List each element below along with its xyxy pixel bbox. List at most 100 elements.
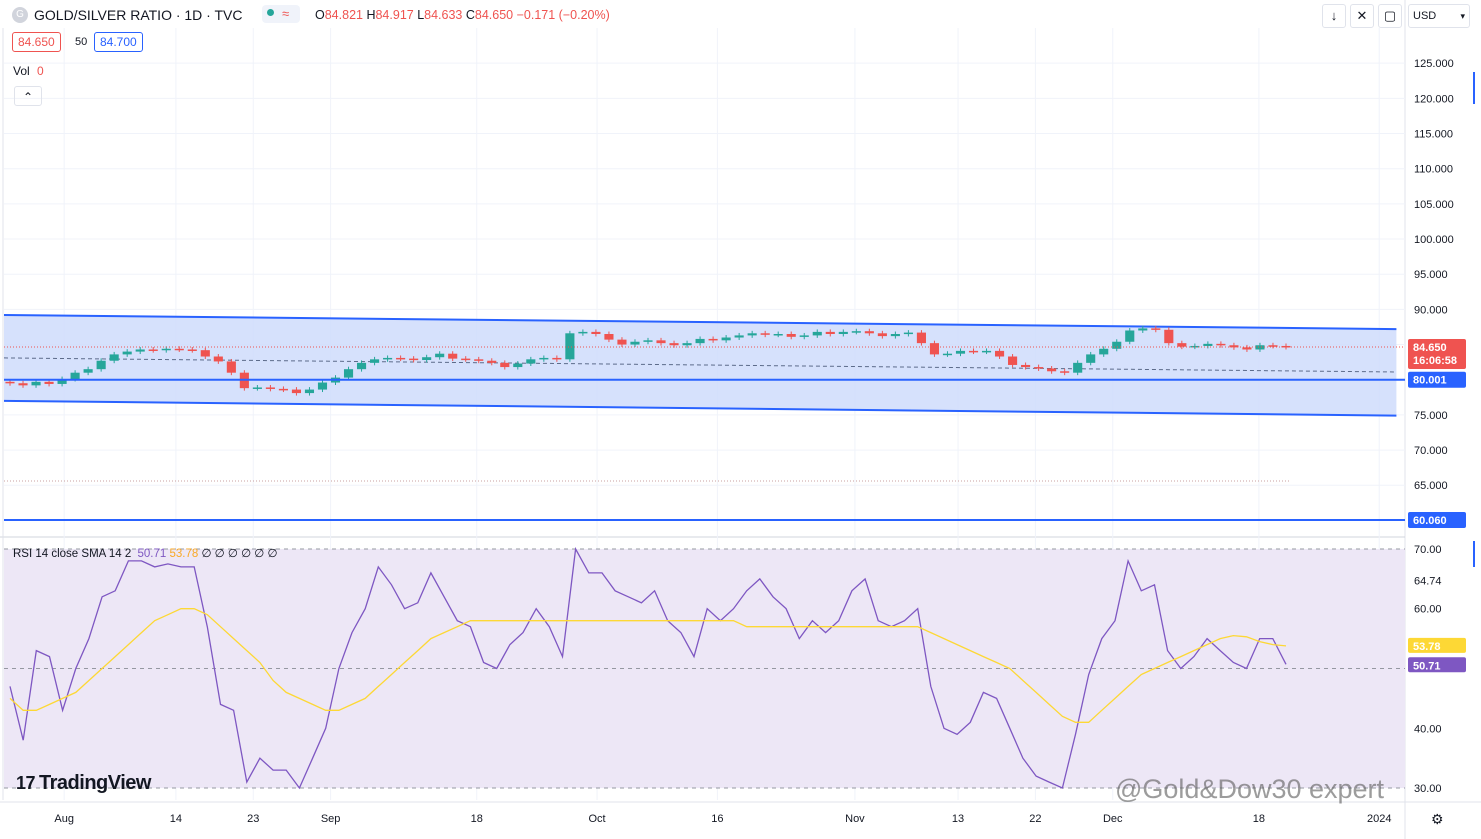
candle-body [383,357,393,360]
rsi-tag-bg [1408,657,1466,673]
open-value: 84.821 [324,8,363,22]
rsi-empty-values: ∅ ∅ ∅ ∅ ∅ ∅ [201,548,278,560]
candle-body [617,339,627,345]
price-tick-label: 105.000 [1414,199,1454,211]
candle-body [903,332,913,335]
candle-body [96,360,106,370]
tradingview-logo-icon: 17 [16,773,36,793]
scale-handle [1473,72,1475,104]
candle-body [890,334,900,337]
candle-body [44,381,54,384]
time-tick-label: Sep [321,813,341,825]
time-tick-label: 14 [170,813,182,825]
candle-body [799,335,809,337]
candle-body [526,359,536,364]
high-value: 84.917 [375,8,414,22]
spread-value: 50 [75,36,88,48]
volume-legend: Vol 0 [13,64,44,78]
candle-body [1112,341,1122,349]
candle-body [1086,354,1096,363]
candle-body [1177,343,1187,347]
price-tick-label: 125.000 [1414,58,1454,70]
time-tick-label: 23 [247,813,259,825]
market-status[interactable]: ≈ [262,5,300,23]
level-tag-bg [1408,511,1466,528]
candle-body [370,359,380,363]
ask-price-button[interactable]: 84.700 [94,32,143,52]
rsi-tick-label: 40.00 [1414,723,1442,735]
channel-mid-line [3,357,1397,373]
candle-body [565,333,575,360]
currency-select[interactable]: USD ▾ [1408,4,1470,28]
symbol-title[interactable]: GOLD/SILVER RATIO · 1D · TVC [34,7,243,23]
candle-body [1268,345,1278,347]
candle-body [786,334,796,337]
candle-body [708,338,718,341]
settings-gear-icon[interactable]: ⚙ [1431,811,1444,827]
price-tick-label: 115.000 [1414,129,1453,141]
time-tick-label: Nov [845,813,865,825]
countdown-tag: 16:06:58 [1413,355,1457,367]
candle-body [513,363,523,368]
candle-body [1008,356,1018,365]
candle-body [122,351,132,355]
time-tick-label: Dec [1103,813,1123,825]
candle-body [304,389,315,394]
candle-body [135,349,145,352]
candle-body [435,353,445,358]
rsi-sma-line [9,608,1287,723]
candle-body [109,354,119,361]
candle-body [1099,348,1109,355]
close-value: 84.650 [474,8,514,22]
time-tick-label: 2024 [1367,813,1391,825]
rsi-tick-label: 60.00 [1414,604,1442,616]
price-tick-label: 75.000 [1414,410,1448,422]
candle-body [161,348,171,351]
candle-body [317,382,328,390]
candle-body [1255,345,1265,350]
candle-body [500,362,510,368]
level-tag: 80.001 [1413,375,1447,387]
candle-body [851,331,861,333]
time-tick-label: Oct [588,813,605,825]
snapshot-icon[interactable]: ▢ [1378,4,1402,28]
candle-body [174,348,184,351]
candle-body [1021,364,1031,368]
candle-body [448,353,458,359]
time-tick-label: 18 [471,813,483,825]
candle-body [57,379,67,384]
candle-body [474,359,484,361]
candle-body [291,389,302,394]
rsi-tick-label: 30.00 [1414,783,1442,795]
collapse-chevron-icon[interactable]: ⌃ [14,86,42,106]
candle-body [552,357,562,360]
rsi-sma-legend-value: 53.78 [169,548,199,560]
rsi-title: RSI 14 close SMA 14 2 [13,548,132,560]
candle-body [1125,330,1135,342]
candle-body [70,372,80,380]
fullscreen-icon[interactable]: ✕ [1350,4,1374,28]
candle-body [981,350,992,353]
download-icon[interactable]: ↓ [1322,4,1346,28]
price-tick-label: 100.000 [1414,234,1454,246]
candle-body [1242,347,1252,350]
candle-body [604,334,614,340]
candle-body [226,361,236,373]
rsi-legend[interactable]: RSI 14 close SMA 14 2 50.71 53.78 ∅ ∅ ∅ … [13,546,278,560]
watermark-text: @Gold&Dow30 expert [1115,774,1385,804]
candle-body [1047,368,1057,372]
candle-body [734,335,744,338]
candle-body [968,350,979,353]
candle-body [929,343,940,355]
price-tick-label: 90.000 [1414,304,1448,316]
candle-body [578,331,588,334]
candle-body [760,333,770,335]
candle-body [695,338,705,344]
bid-price-button[interactable]: 84.650 [12,32,61,52]
candle-body [487,360,497,363]
candle-body [148,349,158,351]
candle-body [1034,367,1044,369]
tradingview-logo[interactable]: 17 TradingView [16,772,151,794]
candle-body [916,332,926,344]
